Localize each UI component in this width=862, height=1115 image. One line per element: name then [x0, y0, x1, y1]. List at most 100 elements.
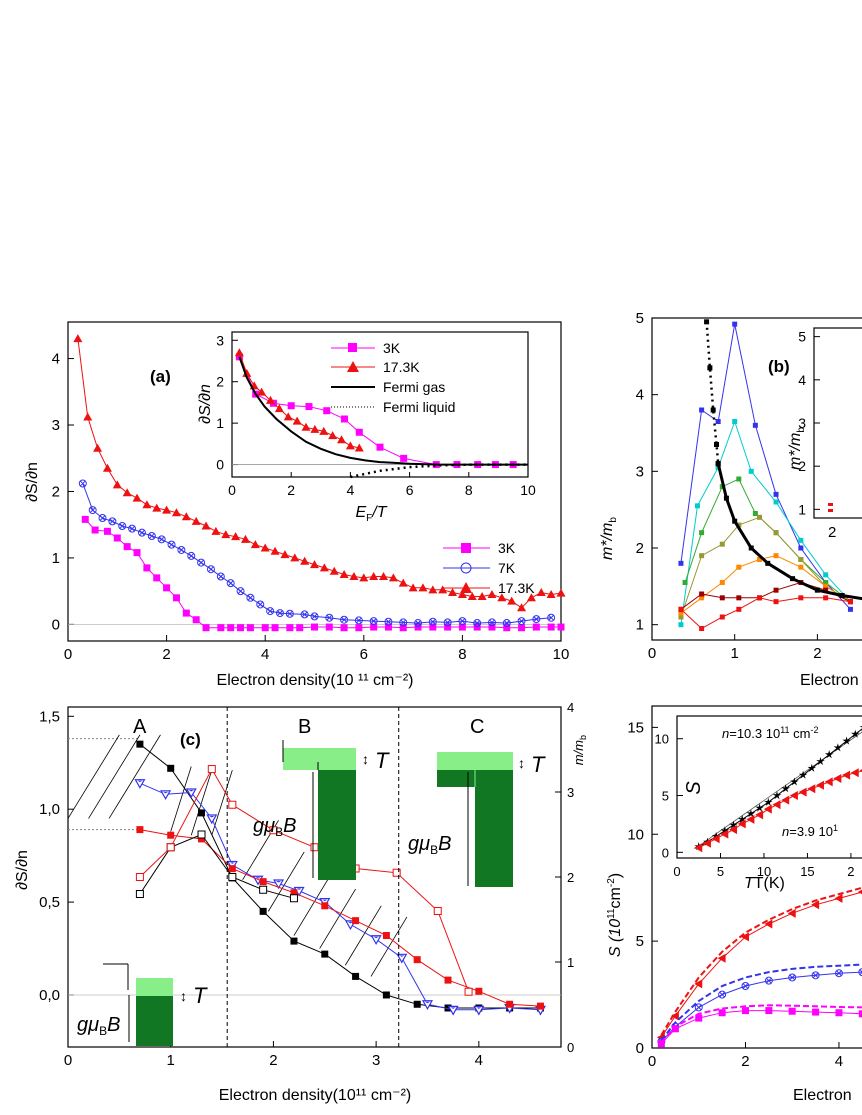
schematic-a-dark-band	[136, 996, 173, 1046]
panel-a-series-1-point-cross	[119, 523, 126, 529]
panel-c-series-3-point	[197, 830, 206, 839]
panel-c-right-y-tick-label: 2	[567, 870, 574, 885]
panel-c-x-tick-label: 1	[167, 1052, 175, 1069]
panel-a-series-2-point	[201, 521, 211, 530]
panel-a-series-2-point	[418, 583, 428, 592]
panel-a-series-1-point	[532, 615, 541, 624]
panel-a-series-1-point-ring	[325, 613, 334, 622]
panel-b-series-7-point	[748, 545, 754, 551]
panel-a-y-ticks: 0 1 2 3 4	[52, 351, 74, 633]
inset-legend-label-fermi-gas: Fermi gas	[383, 379, 445, 395]
panel-a-series-1-point-ring	[236, 587, 245, 596]
panel-a-series-1-point-cross	[356, 617, 362, 624]
panel-c-series-1-point	[396, 953, 408, 964]
panel-a-series-0-point	[399, 624, 407, 632]
panel-c-series-0-point	[321, 950, 329, 958]
panel-a-inset-series-1-point	[310, 424, 320, 433]
panel-a-series-1-point	[118, 522, 127, 531]
panel-a-series-1-point	[285, 609, 294, 618]
panel-c-x-tick-label: 4	[475, 1052, 483, 1069]
panel-b-series-4-point	[757, 557, 762, 562]
panel-d-series-4-point	[812, 1008, 820, 1016]
panel-a-inset-series-0-point	[355, 428, 363, 436]
panel-a-series-1-point-ring	[310, 612, 319, 621]
panel-a-series-0-point	[271, 624, 279, 632]
panel-d-series-0-point	[834, 893, 843, 903]
panel-d-inset-series-1-point	[789, 791, 798, 801]
panel-a-series-0-point	[246, 624, 254, 632]
panel-a-series-2-point	[83, 412, 93, 421]
panel-c-series-3-point	[289, 894, 298, 903]
panel-d-series-2-point	[788, 973, 797, 982]
panel-a-series-1-point-cross	[188, 553, 195, 559]
panel-a-inset-series-0-point	[323, 407, 331, 415]
panel-a-x-tick-label: 0	[64, 646, 72, 663]
panel-d-series-2-point-cross	[766, 977, 772, 984]
panel-d-axes-frame	[651, 705, 862, 1049]
panel-a-series-2-point	[379, 572, 389, 581]
panel-a-series-0-point	[192, 616, 200, 624]
panel-a-series-1-point-cross	[178, 547, 185, 553]
panel-a-series-1-point-cross	[218, 573, 224, 580]
legend-label-3k: 3K	[498, 540, 516, 556]
panel-b-x-tick-label: 2	[813, 645, 821, 662]
panel-a-x-tick-label: 10	[553, 646, 570, 663]
panel-d-series-2-point-ring	[694, 1003, 703, 1012]
panel-d-inset-x-tick-label: 15	[800, 864, 814, 879]
panel-a-series-1-point	[197, 558, 206, 567]
panel-c-series-1-point-fill	[137, 780, 143, 783]
panel-a-series-1-point	[300, 610, 309, 619]
panel-d-series-4-point	[858, 1010, 862, 1018]
schematic-b-light-band	[283, 748, 356, 770]
panel-a-series-2-point	[359, 573, 369, 582]
panel-c-series-2-point	[198, 835, 206, 843]
inset-legend-label-3k: 3K	[383, 340, 401, 356]
panel-b-series-6-point	[699, 626, 705, 631]
panel-a-series-2-point	[191, 516, 201, 525]
panel-a-series-2-point	[112, 480, 122, 489]
schematic-a-temp-arrow: ↕	[180, 988, 187, 1004]
panel-a-series-1-point-ring	[216, 572, 225, 581]
schematic-c-temp-arrow: ↕	[518, 755, 525, 771]
schematic-a-light-band	[136, 978, 173, 996]
panel-a-series-1-point-ring	[147, 531, 156, 540]
panel-d-x-axis-label: Electron	[793, 1087, 852, 1104]
panel-c-series-3-point	[135, 890, 144, 898]
panel-d-y-tick-label: 10	[627, 826, 644, 843]
panel-d-series-2-point-cross	[742, 983, 749, 989]
panel-b-series-3-point	[736, 522, 742, 528]
panel-a-series-0-point	[143, 564, 151, 572]
panel-d-series-2-point-ring	[718, 990, 727, 999]
panel-a-series-1-point	[414, 619, 423, 628]
panel-b-y-axis-label: m*/mb	[599, 517, 619, 560]
panel-b-series-3-line	[680, 516, 851, 618]
legend-marker-17k	[460, 582, 472, 593]
panel-c-series-0-point	[198, 809, 206, 817]
panel-a-series-0-point	[237, 624, 245, 632]
panel-a-series-2-point	[369, 572, 379, 581]
panel-a-series-1-point	[88, 506, 97, 515]
panel-b-series-3-point	[757, 514, 762, 520]
panel-d-inset-series-1-point	[694, 843, 703, 853]
panel-b-series-1-point	[773, 499, 779, 505]
panel-a-series-1-point	[547, 613, 556, 622]
panel-d-inset-series-0-point	[737, 814, 747, 823]
panel-c-hatch-c	[211, 770, 233, 836]
panel-b-series-6-point	[773, 599, 779, 605]
panel-a-inset-x-tick-label: 8	[465, 482, 473, 498]
panel-a-series-1-point	[206, 565, 215, 574]
panel-c-series-0-point	[413, 1000, 421, 1008]
panel-d-series-4-point	[695, 1014, 703, 1022]
panel-d-series-2-point	[718, 990, 727, 999]
panel-c-series-1-point	[421, 1000, 434, 1010]
panel-c-hatch-b	[293, 875, 331, 936]
panel-b-series-6-point	[719, 614, 725, 620]
panel-a-series-2-point	[310, 560, 319, 569]
panel-d-series-0-point	[811, 900, 820, 910]
panel-d-series-2-point	[834, 969, 843, 978]
panel-c-y-axis-label: ∂S/∂n	[14, 850, 31, 890]
panel-b-series-6-point	[757, 595, 762, 601]
panel-a-series-0-point	[384, 623, 392, 631]
panel-c-right-y-tick-label: 0	[567, 1040, 574, 1055]
